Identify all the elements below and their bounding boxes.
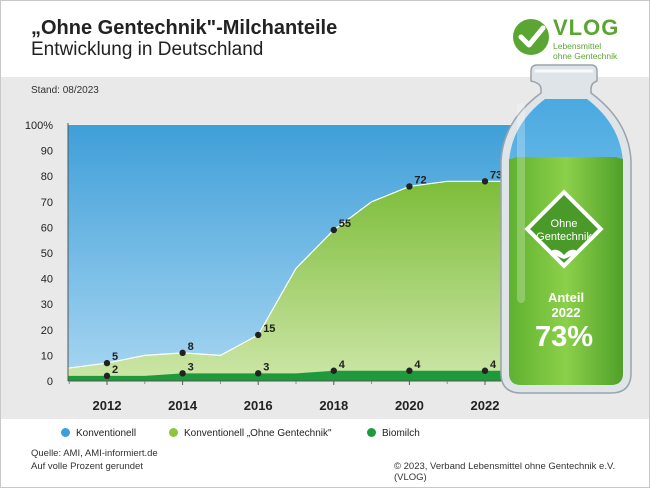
bio-data-label: 4 [490,359,497,371]
ogt-point [406,183,413,190]
bottle-share: 73% [535,321,593,353]
badge-line-2: Gentechnik [536,231,592,243]
bio-point [103,372,111,380]
bottle-year: 2022 [552,305,581,320]
ogt-point [179,349,186,357]
y-tick-label: 0 [47,376,53,388]
bio-point [255,370,262,377]
logo-line-2: ohne Gentechnik [553,51,618,61]
ogt-data-label: 55 [339,218,351,230]
y-tick-label: 50 [41,248,53,260]
x-tick-label: 2014 [168,398,198,413]
ogt-point [330,226,337,234]
x-tick-label: 2012 [93,398,122,413]
y-tick-label: 70 [41,197,53,209]
bottle-label: Anteil [548,290,584,305]
y-tick-label: 80 [41,171,53,183]
y-tick-label: 90 [41,146,53,158]
series-areas [68,125,516,381]
ogt-data-label: 8 [188,341,194,353]
area-bio [68,370,516,381]
x-tick-label: 2022 [471,398,500,413]
bottle-milk-green [509,157,623,385]
legend-swatch-darkgreen [367,428,376,437]
vlog-logo: VLOG Lebensmittel ohne Gentechnik [511,15,641,61]
legend-konventionell: Konventionell [61,428,136,439]
legend-swatch-lightgreen [169,428,178,437]
bio-data-label: 3 [188,361,194,373]
data-marks: 5 8 15 55 72 73 2 3 3 4 4 4 [103,169,502,380]
bio-point [330,367,337,374]
plant-icon [551,249,577,259]
y-tick-label: 20 [41,325,53,337]
badge-line-1: Ohne [551,218,578,230]
bio-data-label: 4 [339,359,346,371]
milk-bottle: Ohne Gentechnik Anteil 2022 73% [500,64,632,394]
stand-date: Stand: 08/2023 [31,85,99,96]
y-tick-label: 60 [41,222,53,234]
ogt-data-label: 5 [112,351,118,363]
bio-point [406,367,413,374]
bio-data-label: 3 [263,361,269,373]
y-tick-label: 40 [41,274,53,286]
rounding-note: Auf volle Prozent gerundet [31,461,143,472]
ogt-point [103,359,111,367]
ogt-data-label: 73 [490,169,502,181]
logo-line-1: Lebensmittel [553,41,602,51]
legend-swatch-blue [61,428,70,437]
bio-data-label: 2 [112,364,118,376]
source-note: Quelle: AMI, AMI-informiert.de [31,448,158,459]
y-tick-label: 10 [41,350,53,362]
y-tick-label: 100% [25,120,53,132]
ogt-point [255,331,262,339]
x-tick-label: 2018 [319,398,348,413]
bio-data-label: 4 [414,359,421,371]
logo-word: VLOG [553,15,620,40]
bio-point [481,367,489,374]
legend-bio: Biomilch [367,428,420,439]
ogt-point [481,178,489,185]
page-subtitle: Entwicklung in Deutschland [31,39,264,60]
ogt-data-label: 15 [263,323,275,335]
axes: 0 10 20 30 40 50 60 70 80 90 100% 2012 2014 2016 2018 2… [25,120,516,413]
ogt-data-label: 72 [414,174,426,186]
copyright: © 2023, Verband Lebensmittel ohne Gentec… [394,461,616,483]
logo-subtitle: Lebensmittel ohne Gentechnik [553,41,617,61]
legend-ogt: Konventionell „Ohne Gentechnik" [169,428,332,439]
x-tick-label: 2020 [395,398,424,413]
vlog-check-icon [513,19,549,55]
y-tick-label: 30 [41,299,53,311]
page-title: „Ohne Gentechnik"-Milchanteile [31,17,338,39]
x-tick-label: 2016 [244,398,273,413]
bio-point [179,370,186,377]
